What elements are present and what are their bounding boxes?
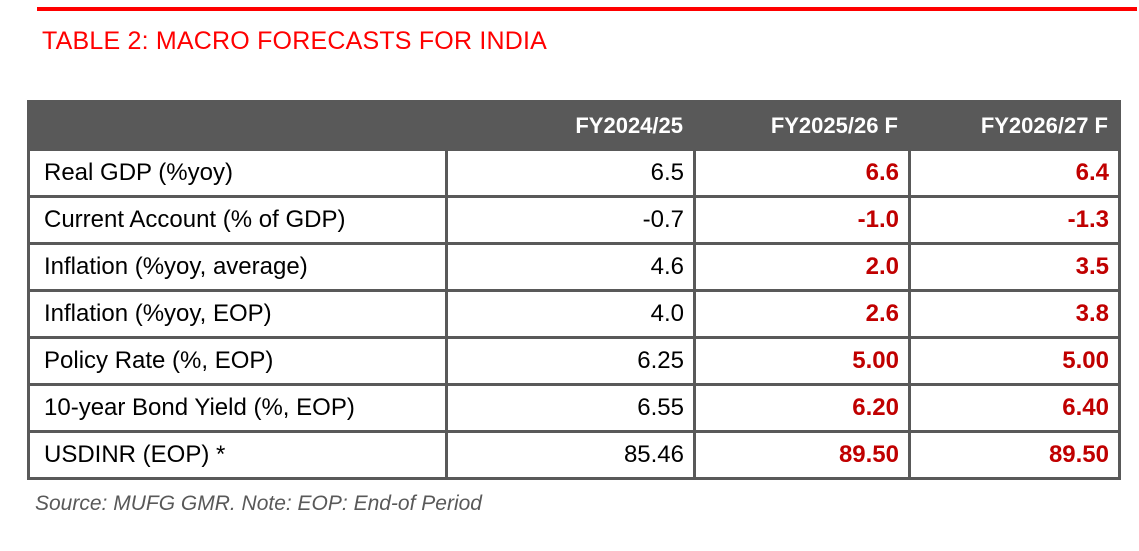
row-label: Policy Rate (%, EOP) — [27, 336, 448, 386]
value-fy2024-25: 6.55 — [445, 383, 696, 433]
table-body: Real GDP (%yoy) 6.5 6.6 6.4 Current Account … — [27, 148, 1121, 480]
table-row: Inflation (%yoy, EOP) 4.0 2.6 3.8 — [27, 289, 1121, 339]
value-fy2024-25: 4.6 — [445, 242, 696, 292]
value-fy2024-25: -0.7 — [445, 195, 696, 245]
header-row: FY2024/25 FY2025/26 F FY2026/27 F — [27, 100, 1121, 151]
table-row: USDINR (EOP) * 85.46 89.50 89.50 — [27, 430, 1121, 480]
value-fy2026-27f: 6.40 — [908, 383, 1121, 433]
value-fy2024-25: 6.5 — [445, 148, 696, 198]
table-row: Real GDP (%yoy) 6.5 6.6 6.4 — [27, 148, 1121, 198]
value-fy2024-25: 6.25 — [445, 336, 696, 386]
table-row: 10-year Bond Yield (%, EOP) 6.55 6.20 6.40 — [27, 383, 1121, 433]
value-fy2024-25: 4.0 — [445, 289, 696, 339]
value-fy2026-27f: 89.50 — [908, 430, 1121, 480]
source-note: Source: MUFG GMR. Note: EOP: End-of Peri… — [35, 492, 482, 515]
header-cell-fy2025-26f: FY2025/26 F — [693, 100, 911, 151]
header-cell-fy2026-27f: FY2026/27 F — [908, 100, 1121, 151]
header-cell-fy2024-25: FY2024/25 — [445, 100, 696, 151]
row-label: USDINR (EOP) * — [27, 430, 448, 480]
table-row: Policy Rate (%, EOP) 6.25 5.00 5.00 — [27, 336, 1121, 386]
table-row: Inflation (%yoy, average) 4.6 2.0 3.5 — [27, 242, 1121, 292]
row-label: Current Account (% of GDP) — [27, 195, 448, 245]
table-title: TABLE 2: MACRO FORECASTS FOR INDIA — [42, 27, 548, 55]
value-fy2025-26f: 89.50 — [693, 430, 911, 480]
value-fy2025-26f: 2.6 — [693, 289, 911, 339]
value-fy2025-26f: 6.20 — [693, 383, 911, 433]
row-label: 10-year Bond Yield (%, EOP) — [27, 383, 448, 433]
row-label: Inflation (%yoy, average) — [27, 242, 448, 292]
value-fy2025-26f: 6.6 — [693, 148, 911, 198]
value-fy2026-27f: 6.4 — [908, 148, 1121, 198]
value-fy2026-27f: 5.00 — [908, 336, 1121, 386]
row-label: Real GDP (%yoy) — [27, 148, 448, 198]
table-row: Current Account (% of GDP) -0.7 -1.0 -1.3 — [27, 195, 1121, 245]
value-fy2025-26f: -1.0 — [693, 195, 911, 245]
top-rule — [37, 7, 1137, 11]
value-fy2026-27f: -1.3 — [908, 195, 1121, 245]
row-label: Inflation (%yoy, EOP) — [27, 289, 448, 339]
value-fy2024-25: 85.46 — [445, 430, 696, 480]
header-cell-empty — [27, 100, 448, 151]
value-fy2025-26f: 2.0 — [693, 242, 911, 292]
value-fy2025-26f: 5.00 — [693, 336, 911, 386]
value-fy2026-27f: 3.8 — [908, 289, 1121, 339]
macro-forecast-table: FY2024/25 FY2025/26 F FY2026/27 F Real G… — [27, 100, 1121, 480]
value-fy2026-27f: 3.5 — [908, 242, 1121, 292]
